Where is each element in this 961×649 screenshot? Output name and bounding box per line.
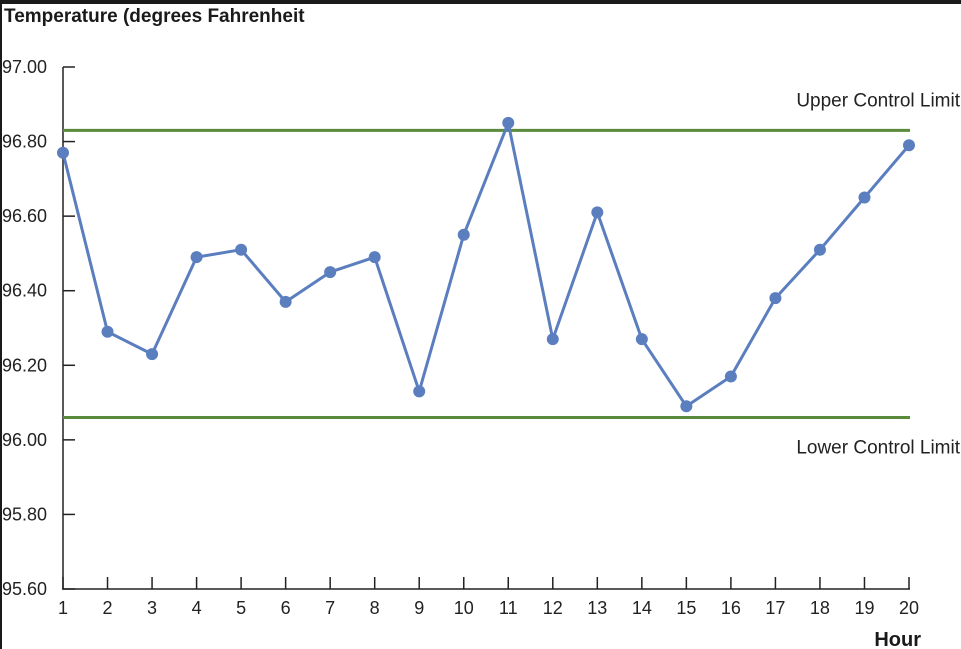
y-tick-label: 96.40 [2,281,47,301]
x-tick-label: 10 [454,598,474,618]
data-point [546,333,559,346]
x-tick-label: 11 [499,598,518,618]
data-point [591,206,604,219]
x-tick-label: 19 [854,598,874,618]
data-point [858,191,871,204]
x-tick-label: 18 [810,598,830,618]
data-point [457,228,470,241]
x-axis-label: Hour [874,629,921,649]
data-point [413,385,426,398]
x-tick-label: 15 [676,598,696,618]
x-tick-label: 8 [370,598,380,618]
y-tick-label: 95.60 [2,579,47,599]
data-point [101,325,114,338]
y-tick-label: 97.00 [2,57,47,77]
data-point [680,400,693,413]
x-tick-label: 2 [103,598,113,618]
data-point [502,116,515,129]
y-tick-label: 95.80 [2,504,47,524]
x-ticks: 1 2 3 4 5 6 7 8 9 10 11 12 13 14 15 16 17 18 19 20 [58,577,919,618]
y-axis-label: Temperature (degrees Fahrenheit [4,6,305,27]
y-tick-label: 96.00 [2,430,47,450]
data-point [724,370,737,383]
left-border [0,0,2,649]
data-point [235,243,248,256]
x-tick-label: 20 [899,598,919,618]
data-point [57,146,69,159]
data-point [813,243,826,256]
y-tick-label: 96.60 [2,206,47,226]
y-tick-label: 96.80 [2,132,47,152]
x-tick-label: 6 [281,598,291,618]
x-tick-label: 1 [58,598,68,618]
y-tick-label: 96.20 [2,355,47,375]
x-tick-label: 9 [414,598,424,618]
x-tick-label: 3 [147,598,157,618]
data-point [903,139,915,152]
x-tick-label: 5 [236,598,246,618]
x-tick-label: 14 [632,598,652,618]
control-limit-lines: Upper Control Limit Lower Control Limit [63,90,961,458]
data-point [190,251,203,264]
data-point [769,292,782,305]
top-border [0,0,961,4]
data-point [324,266,337,279]
data-point [279,295,292,308]
series-line [61,121,911,408]
temperature-series [57,116,915,413]
data-point [635,333,648,346]
data-point [146,348,159,361]
control-limit-label: Lower Control Limit [796,437,960,458]
x-tick-label: 17 [765,598,785,618]
x-tick-label: 13 [587,598,607,618]
x-tick-label: 7 [325,598,335,618]
x-tick-label: 16 [721,598,741,618]
y-ticks: 95.60 95.80 96.00 96.20 96.40 96.60 96.80 97.00 [2,57,75,599]
control-limit-label: Upper Control Limit [796,90,960,111]
data-point [368,251,381,264]
x-tick-label: 12 [543,598,563,618]
x-tick-label: 4 [192,598,202,618]
